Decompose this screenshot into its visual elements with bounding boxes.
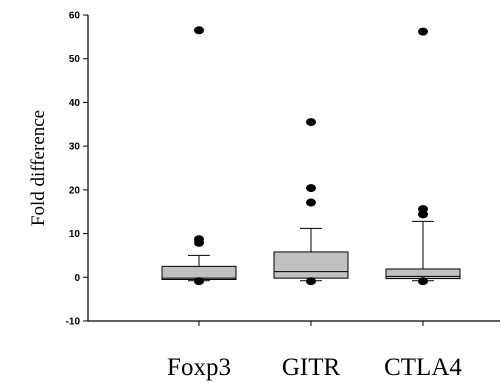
y-axis-label: Fold difference xyxy=(28,110,49,226)
y-tick-label: 60 xyxy=(69,11,81,22)
axes xyxy=(87,15,500,322)
box-iqr xyxy=(385,268,461,280)
outlier-point xyxy=(306,184,316,193)
category-labels: Foxp3 GITR CTLA4 xyxy=(167,354,462,381)
y-tick-label: 30 xyxy=(69,142,81,153)
outlier-point xyxy=(418,210,428,219)
category-label-ctla4: CTLA4 xyxy=(384,354,462,381)
outlier-point xyxy=(418,277,428,286)
outlier-point xyxy=(194,238,204,247)
y-tick-label: 40 xyxy=(69,98,81,109)
outlier-point xyxy=(306,277,316,286)
y-tick-label: 0 xyxy=(74,273,80,284)
box-ctla4 xyxy=(385,27,461,286)
y-ticks: -10 0 10 20 30 40 50 60 xyxy=(66,11,88,328)
outlier-point xyxy=(194,26,204,35)
outlier-point xyxy=(306,118,316,127)
outlier-point xyxy=(306,198,316,207)
outlier-point xyxy=(418,27,428,36)
y-tick-label: -10 xyxy=(66,317,81,328)
outlier-point xyxy=(194,277,204,286)
y-tick-label: 10 xyxy=(69,229,81,240)
box-gitr xyxy=(273,118,349,286)
category-label-foxp3: Foxp3 xyxy=(167,354,231,381)
y-tick-label: 50 xyxy=(69,54,81,65)
box-iqr xyxy=(273,251,349,279)
boxes xyxy=(161,26,461,286)
box-foxp3 xyxy=(161,26,237,286)
y-tick-label: 20 xyxy=(69,185,81,196)
x-ticks xyxy=(198,321,424,326)
category-label-gitr: GITR xyxy=(282,354,341,381)
